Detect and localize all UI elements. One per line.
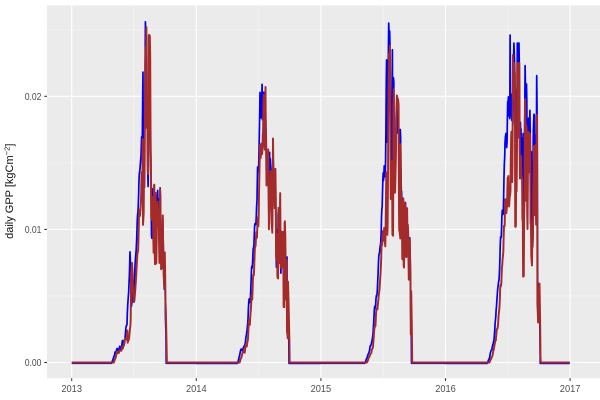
svg-text:0.01: 0.01	[25, 225, 42, 236]
svg-text:2015: 2015	[311, 384, 332, 395]
svg-text:2016: 2016	[435, 384, 456, 395]
svg-text:daily GPP [kgCm−2]: daily GPP [kgCm−2]	[2, 144, 16, 239]
svg-text:2014: 2014	[186, 384, 207, 395]
svg-text:0.02: 0.02	[25, 92, 42, 103]
svg-text:2017: 2017	[560, 384, 581, 395]
svg-text:2013: 2013	[61, 384, 82, 395]
svg-text:0.00: 0.00	[25, 358, 42, 369]
